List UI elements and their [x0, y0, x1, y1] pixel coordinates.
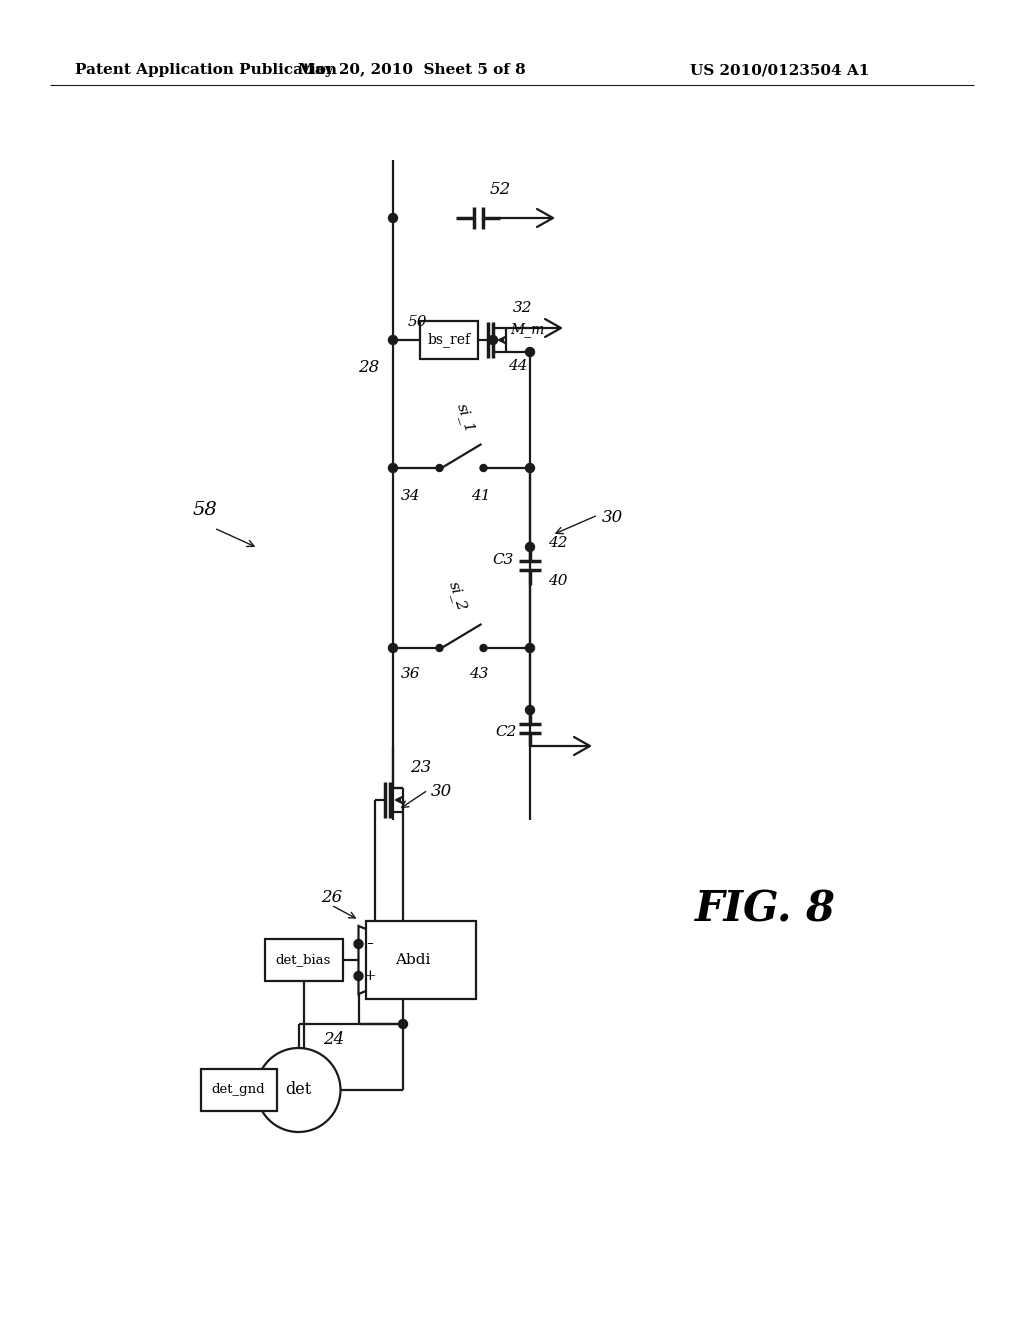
Text: 30: 30	[602, 508, 624, 525]
Text: 44: 44	[508, 359, 527, 374]
Text: Patent Application Publication: Patent Application Publication	[75, 63, 337, 77]
Text: 43: 43	[469, 667, 489, 681]
Text: 23: 23	[410, 759, 431, 776]
Circle shape	[388, 335, 397, 345]
Circle shape	[436, 644, 443, 652]
Circle shape	[436, 465, 443, 471]
Text: -: -	[366, 935, 373, 953]
Text: 52: 52	[490, 181, 511, 198]
Circle shape	[488, 335, 498, 345]
Circle shape	[398, 1019, 408, 1028]
Circle shape	[480, 644, 487, 652]
Text: 50: 50	[408, 315, 427, 329]
Circle shape	[388, 463, 397, 473]
Text: C3: C3	[492, 553, 513, 568]
Bar	[366, 921, 476, 999]
Circle shape	[480, 465, 487, 471]
Text: si_1: si_1	[454, 401, 477, 434]
Circle shape	[525, 705, 535, 714]
Text: C2: C2	[495, 725, 516, 739]
Text: Abdi: Abdi	[395, 953, 431, 968]
Text: 28: 28	[358, 359, 379, 376]
Circle shape	[525, 644, 535, 652]
Text: US 2010/0123504 A1: US 2010/0123504 A1	[690, 63, 869, 77]
Text: 58: 58	[193, 502, 218, 519]
Text: 30: 30	[431, 784, 453, 800]
Circle shape	[354, 972, 362, 981]
Text: 40: 40	[548, 574, 567, 587]
Text: 41: 41	[471, 488, 490, 503]
Text: det_bias: det_bias	[275, 953, 331, 966]
Bar	[264, 939, 342, 981]
Circle shape	[388, 644, 397, 652]
Circle shape	[525, 463, 535, 473]
Text: bs_ref: bs_ref	[427, 333, 471, 347]
Text: May 20, 2010  Sheet 5 of 8: May 20, 2010 Sheet 5 of 8	[298, 63, 526, 77]
Text: M_m: M_m	[510, 322, 545, 338]
Text: 24: 24	[324, 1031, 345, 1048]
Text: det: det	[286, 1081, 311, 1098]
Polygon shape	[358, 927, 443, 994]
Circle shape	[525, 543, 535, 552]
Bar	[201, 1069, 276, 1111]
Circle shape	[354, 940, 362, 949]
Circle shape	[256, 1048, 341, 1133]
Text: det_gnd: det_gnd	[212, 1084, 265, 1097]
Text: si_2: si_2	[445, 579, 469, 612]
Text: 32: 32	[513, 301, 532, 315]
Text: +: +	[364, 969, 376, 983]
Text: FIG. 8: FIG. 8	[695, 888, 836, 931]
Text: 36: 36	[401, 667, 421, 681]
Circle shape	[525, 347, 535, 356]
Text: 42: 42	[548, 536, 567, 550]
Bar	[420, 321, 478, 359]
Text: 34: 34	[401, 488, 421, 503]
Circle shape	[388, 214, 397, 223]
Text: 26: 26	[321, 890, 342, 907]
